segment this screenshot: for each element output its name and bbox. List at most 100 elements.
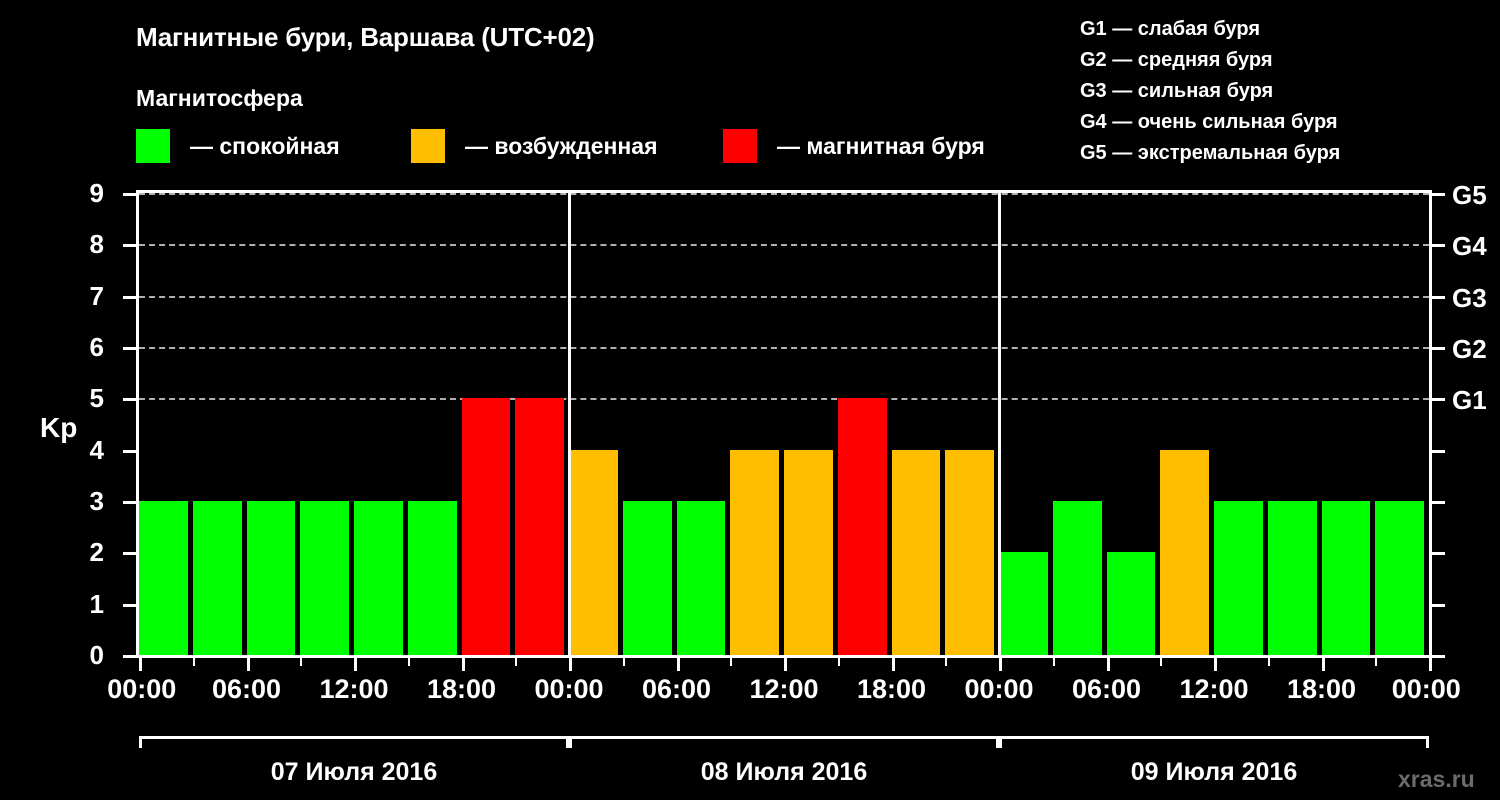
gridline — [139, 193, 1429, 195]
legend-item-storm: — магнитная буря — [723, 128, 985, 164]
bar — [1321, 501, 1371, 655]
x-axis-tick-mark — [784, 658, 787, 671]
y-axis-tick-mark — [123, 244, 136, 248]
x-axis-tick-mark — [1214, 658, 1217, 671]
x-axis-tick-mark — [1106, 658, 1110, 671]
g-axis-tick-label: G5 — [1452, 180, 1487, 210]
legend-swatch-green — [136, 129, 170, 163]
g-scale-row-g2: G2 — средняя буря — [1080, 49, 1273, 71]
gridline — [139, 244, 1429, 247]
bar — [1052, 501, 1102, 655]
x-axis-minor-tick-mark — [1267, 658, 1270, 666]
y-axis-tick-mark — [123, 347, 136, 350]
x-axis-tick-mark — [999, 658, 1002, 671]
y-axis-tick-label: 1 — [89, 588, 104, 619]
bar — [515, 398, 564, 655]
legend-item-unsettled: — возбужденная — [411, 128, 658, 164]
bar — [1214, 501, 1263, 655]
g-axis-minor-tick-mark — [1432, 501, 1445, 504]
y-axis-tick-label: 9 — [89, 178, 104, 208]
y-axis-tick-mark — [123, 449, 136, 453]
day-band-label: 08 Июля 2016 — [700, 758, 868, 786]
bar — [730, 449, 779, 655]
g-axis-minor-tick-mark — [1432, 552, 1445, 556]
legend-item-quiet: — спокойная — [136, 128, 340, 164]
x-axis-tick-mark — [461, 658, 465, 671]
day-band-label: 07 Июля 2016 — [270, 758, 438, 786]
x-axis-minor-tick-mark — [407, 658, 410, 666]
y-axis-tick-label: 0 — [89, 640, 104, 670]
y-axis-tick-label: 5 — [89, 383, 104, 414]
g-scale-row-g3: G3 — сильная буря — [1080, 80, 1274, 102]
day-band-axis: 07 Июля 2016 08 Июля 2016 09 Июля 2016 — [136, 736, 1432, 796]
x-axis-minor-tick-mark — [730, 658, 733, 666]
y-axis-tick-mark — [123, 552, 136, 556]
y-axis-tick-mark — [123, 398, 136, 402]
g-scale-legend: G1 — слабая буря G2 — средняя буря G3 — … — [1080, 14, 1500, 169]
x-axis-tick-label: 06:00 — [641, 674, 712, 704]
bar — [192, 501, 242, 655]
legend-label-quiet: — спокойная — [190, 132, 340, 159]
g-axis-tick-mark — [1432, 398, 1445, 402]
bar — [139, 501, 188, 655]
chart-plot-area — [136, 190, 1432, 658]
bar — [1375, 501, 1424, 655]
g-axis-tick-mark — [1432, 347, 1445, 350]
x-axis-tick-label: 12:00 — [319, 674, 389, 704]
x-axis-minor-tick-mark — [1052, 658, 1055, 666]
x-axis-tick-mark — [139, 658, 142, 671]
bar — [676, 501, 726, 655]
x-axis-tick-mark — [1321, 658, 1325, 671]
bar — [461, 398, 511, 655]
magnetosphere-legend-heading: Магнитосфера — [136, 85, 303, 111]
x-axis-tick-label: 18:00 — [426, 674, 497, 704]
y-axis-tick-label: 6 — [89, 332, 104, 362]
x-axis-minor-tick-mark — [945, 658, 948, 666]
x-axis-tick-mark — [1429, 658, 1432, 671]
legend-swatch-red — [723, 129, 757, 163]
x-axis-minor-tick-mark — [837, 658, 840, 666]
bar — [1106, 552, 1156, 655]
y-axis-tick-label: 8 — [89, 229, 104, 260]
g-axis-tick-mark — [1432, 244, 1445, 248]
x-axis-tick-label: 00:00 — [534, 674, 604, 704]
bar — [407, 501, 457, 655]
legend-label-storm: — магнитная буря — [777, 132, 985, 159]
day-separator — [997, 193, 1001, 655]
x-axis-minor-tick-mark — [515, 658, 518, 666]
x-axis-minor-tick-mark — [1160, 658, 1163, 666]
x-axis-tick-label: 06:00 — [211, 674, 282, 704]
watermark: xras.ru — [1398, 766, 1475, 792]
y-axis-tick-label: 4 — [89, 434, 104, 465]
y-axis-right-g-scale: G1 G2 G3 G4 G5 — [1432, 180, 1500, 658]
x-axis-minor-tick-mark — [192, 658, 195, 666]
x-axis-tick-label: 12:00 — [749, 674, 819, 704]
bar — [569, 449, 618, 655]
day-band-bracket — [999, 736, 1429, 748]
x-axis-tick-label: 00:00 — [964, 674, 1034, 704]
y-axis-tick-label: 3 — [89, 486, 104, 516]
x-axis: 00:00 06:00 12:00 18:00 00:00 06:00 12:00 18:00… — [107, 658, 1461, 728]
y-axis-left: 0 1 2 3 4 5 6 7 8 9 — [0, 180, 136, 668]
bar — [1267, 501, 1317, 655]
bar — [999, 552, 1048, 655]
x-axis-minor-tick-mark — [1375, 658, 1378, 666]
bar — [622, 501, 672, 655]
g-axis-minor-tick-mark — [1432, 449, 1445, 453]
g-axis-minor-tick-mark — [1432, 603, 1445, 607]
y-axis-tick-mark — [123, 501, 136, 504]
x-axis-tick-label: 18:00 — [1286, 674, 1357, 704]
bar — [837, 398, 887, 655]
bar — [300, 501, 349, 655]
day-band-bracket — [569, 736, 999, 748]
bar — [945, 449, 994, 655]
bar — [1160, 449, 1209, 655]
g-axis-tick-mark — [1432, 295, 1445, 299]
x-axis-tick-label: 12:00 — [1179, 674, 1249, 704]
legend-label-unsettled: — возбужденная — [465, 132, 658, 159]
g-axis-minor-tick-mark — [1432, 655, 1445, 658]
bar — [354, 501, 403, 655]
x-axis-minor-tick-mark — [622, 658, 625, 666]
x-axis-tick-mark — [569, 658, 572, 671]
bar — [784, 449, 833, 655]
